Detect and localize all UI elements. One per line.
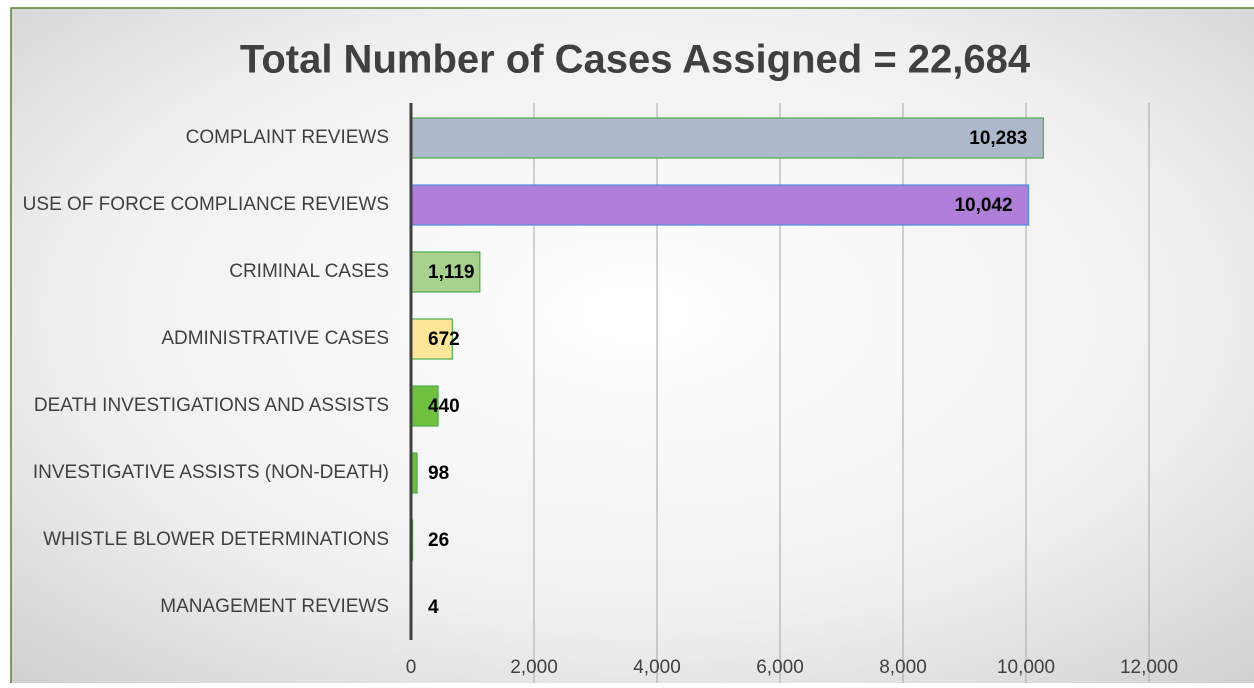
y-tick-label: DEATH INVESTIGATIONS AND ASSISTS — [34, 395, 389, 416]
x-tick-label: 12,000 — [1120, 657, 1178, 678]
y-tick-label: CRIMINAL CASES — [229, 261, 389, 282]
x-tick-label: 8,000 — [879, 657, 927, 678]
y-tick-label: WHISTLE BLOWER DETERMINATIONS — [43, 529, 389, 550]
x-tick-label: 10,000 — [997, 657, 1055, 678]
y-tick-label: INVESTIGATIVE ASSISTS (NON-DEATH) — [33, 462, 389, 483]
x-tick-label: 2,000 — [510, 657, 558, 678]
value-label: 1,119 — [428, 262, 475, 283]
bar — [410, 117, 1045, 159]
y-tick-label: MANAGEMENT REVIEWS — [160, 596, 389, 617]
value-label: 440 — [428, 396, 460, 417]
x-tick-label: 0 — [406, 657, 417, 678]
bar — [410, 184, 1030, 226]
y-tick-label: USE OF FORCE COMPLIANCE REVIEWS — [23, 194, 389, 215]
x-tick-label: 6,000 — [756, 657, 804, 678]
x-tick-label: 4,000 — [633, 657, 681, 678]
value-label: 10,283 — [969, 128, 1027, 149]
value-label: 98 — [428, 463, 449, 484]
value-label: 10,042 — [954, 195, 1012, 216]
bar — [410, 251, 481, 293]
bar — [410, 318, 453, 360]
value-label: 4 — [428, 597, 439, 618]
value-label: 26 — [428, 530, 449, 551]
y-tick-label: ADMINISTRATIVE CASES — [161, 328, 389, 349]
y-tick-label: COMPLAINT REVIEWS — [186, 127, 389, 148]
chart-title: Total Number of Cases Assigned = 22,684 — [240, 38, 1031, 82]
value-label: 672 — [428, 329, 460, 350]
